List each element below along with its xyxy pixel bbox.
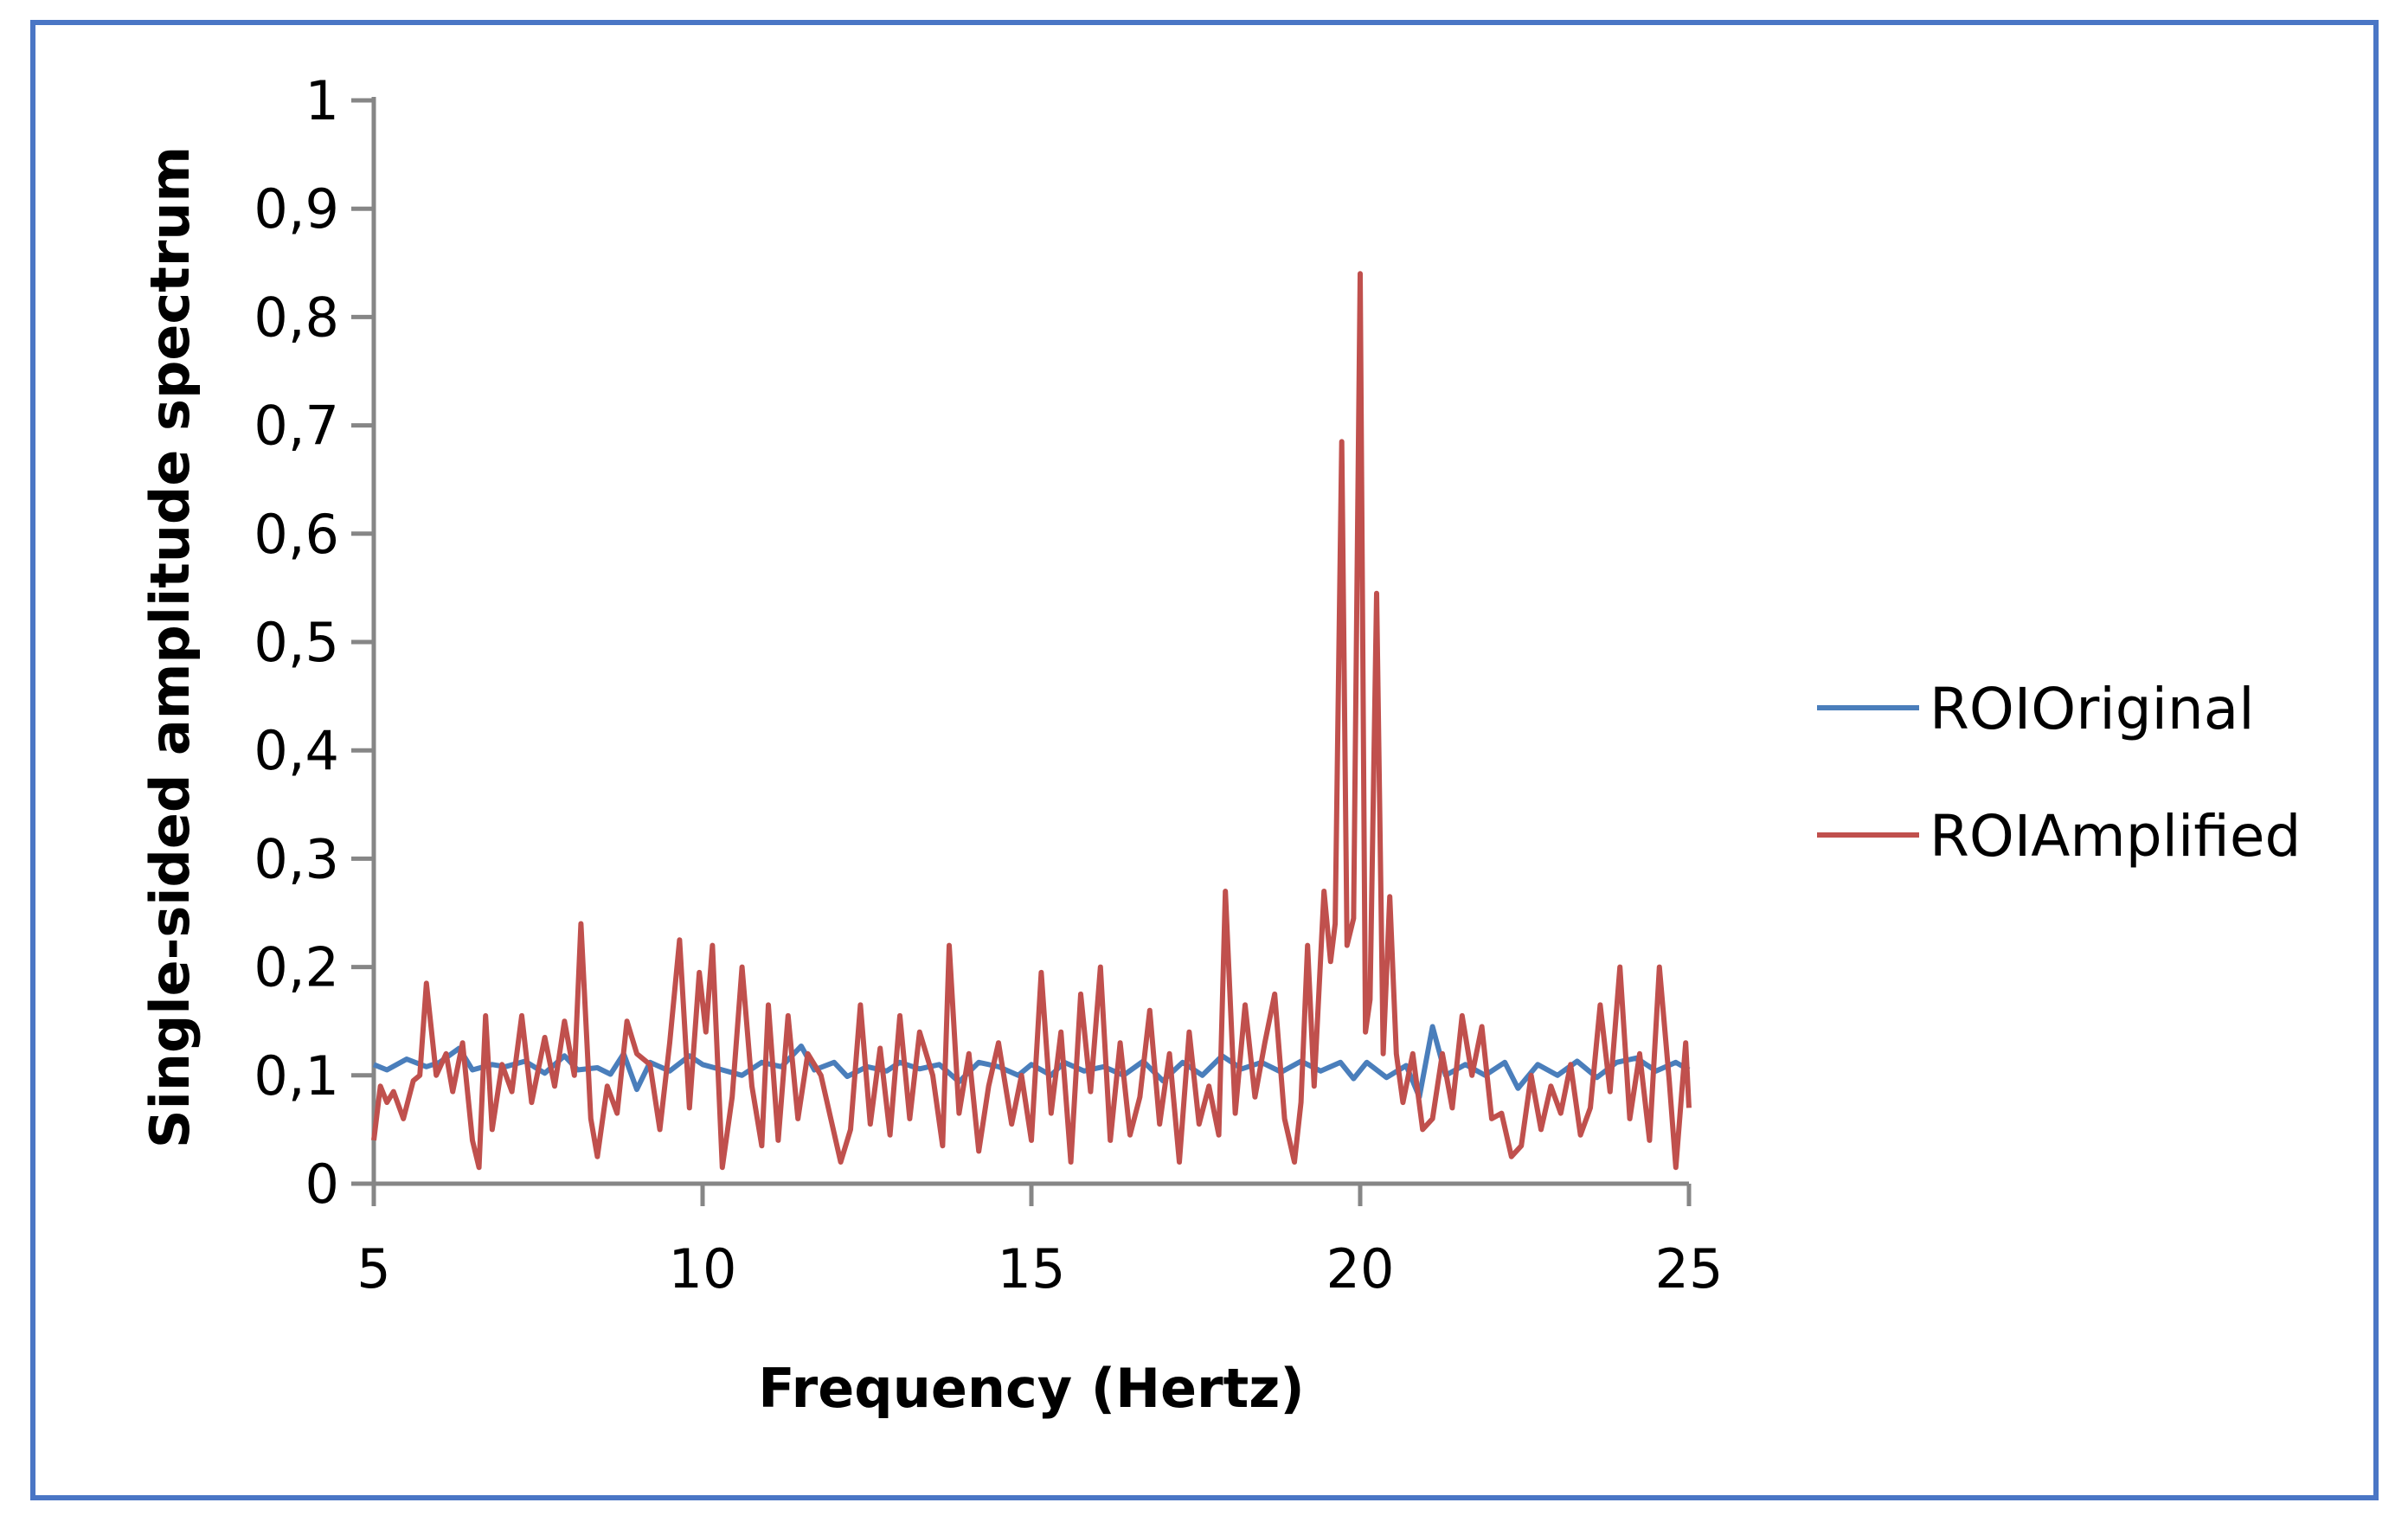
y-tick-label: 0,8 [254,286,339,349]
x-tick-label: 15 [998,1237,1066,1300]
y-tick-label: 0,5 [254,611,339,674]
plot-series [371,271,1692,1171]
y-tick-label: 1 [305,69,339,132]
y-tick-label: 0 [305,1153,339,1216]
y-tick-label: 0,7 [254,395,339,458]
y-tick-label: 0,3 [254,827,339,890]
frame-border [30,20,2379,1500]
legend-label-roiamplified: ROIAmplified [1930,803,2301,870]
x-axis-title: Frequency (Hertz) [758,1357,1304,1420]
x-tick-label: 5 [356,1237,390,1300]
x-tick-label: 20 [1326,1237,1395,1300]
x-axis-ticks: 5 10 15 20 25 [356,1184,1723,1300]
y-tick-label: 0,1 [254,1044,339,1108]
y-tick-label: 0,6 [254,503,339,566]
legend-label-roioriginal: ROIOriginal [1930,676,2255,742]
axes [371,97,1689,1186]
legend: ROIOriginal ROIAmplified [1817,676,2301,870]
y-axis-title: Single-sided amplitude spectrum [138,146,202,1148]
y-tick-label: 0,9 [254,177,339,241]
y-axis-ticks: 0 0,1 0,2 0,3 0,4 0,5 0,6 0,7 0,8 0,9 1 [254,69,374,1216]
series-line-roiamplified [371,271,1692,1171]
x-tick-label: 10 [669,1237,737,1300]
y-tick-label: 0,2 [254,936,339,999]
y-tick-label: 0,4 [254,719,339,782]
x-tick-label: 25 [1655,1237,1724,1300]
